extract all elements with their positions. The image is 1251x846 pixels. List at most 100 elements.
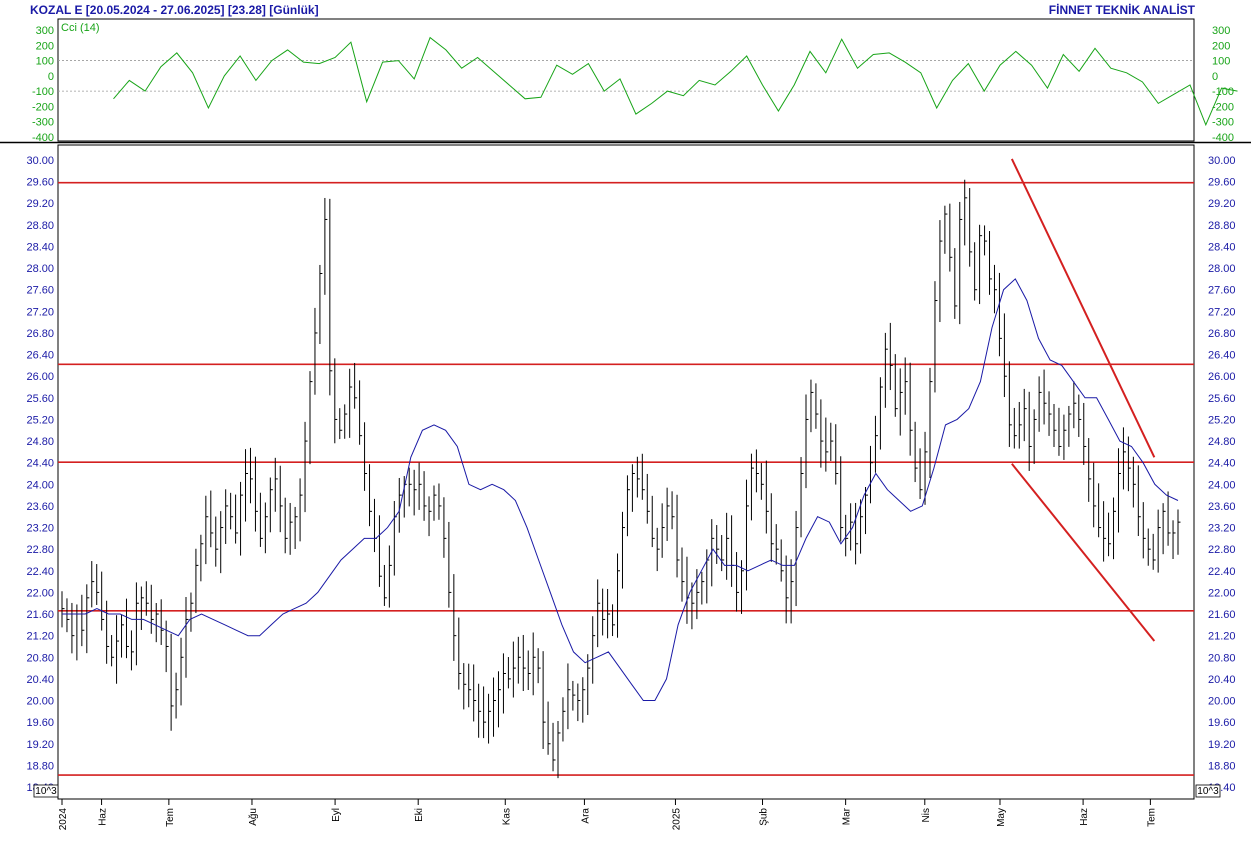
price-bar [1117,448,1121,533]
price-bar [661,503,665,558]
price-bar [66,598,70,633]
price-bar [969,188,973,267]
price-bar [507,657,511,689]
price-bar [483,686,487,739]
price-bar [577,683,581,722]
price-bar [408,467,412,507]
trendline [1010,158,1156,458]
price-bar [959,201,963,325]
x-tick-label: Kas [501,808,512,825]
price-bar [656,527,660,572]
price-bar [259,492,263,547]
price-bar [1177,509,1181,555]
price-bar [929,367,933,478]
price-bar [522,634,526,691]
scale-marker-right-label: 10^3 [1197,786,1219,797]
price-tick-right: 26.80 [1208,328,1236,340]
price-bar [230,492,234,530]
x-tick-label: Eyl [331,808,342,822]
price-bar [71,602,75,654]
price-bar [378,515,382,587]
price-bar [269,477,273,533]
price-bar [393,501,397,576]
price-bar [869,445,873,504]
price-tick-left: 23.20 [26,523,54,535]
price-bar [1098,483,1102,538]
price-bar [939,220,943,323]
price-bar [736,552,740,612]
price-bar [617,553,621,638]
price-bar [527,650,531,690]
price-bar [453,574,457,661]
price-tick-right: 24.40 [1208,458,1236,470]
price-bar [884,332,888,408]
price-bar [155,603,159,643]
price-bar [81,594,85,647]
price-bar [235,494,239,544]
price-bar [1122,427,1126,490]
price-bar [567,663,571,730]
price-bar [1127,436,1131,492]
price-bar [631,464,635,512]
price-bar [493,677,497,737]
price-bar [1053,403,1057,447]
price-tick-right: 20.80 [1208,652,1236,664]
price-bar [845,514,849,557]
price-tick-right: 24.80 [1208,436,1236,448]
price-bar [810,379,814,433]
price-bar [165,620,169,673]
price-bar [998,272,1002,357]
price-bar [497,671,501,728]
price-bar [750,453,754,521]
price-bar [974,242,978,301]
price-tick-left: 22.40 [26,566,54,578]
cci-series-label: Cci (14) [61,22,100,34]
price-tick-right: 18.80 [1208,760,1236,772]
price-tick-left: 26.40 [26,350,54,362]
cci-tick-left: 100 [36,56,54,68]
price-tick-left: 29.20 [26,198,54,210]
price-bar [150,584,154,634]
price-tick-left: 27.60 [26,285,54,297]
price-tick-left: 26.00 [26,371,54,383]
price-bar [1152,533,1156,570]
cci-tick-right: 0 [1212,71,1218,83]
trendline [1011,463,1156,642]
price-bar [1043,369,1047,425]
price-bar [641,453,645,500]
cci-tick-right: 200 [1212,40,1230,52]
price-bar [1137,465,1141,537]
price-tick-left: 22.80 [26,544,54,556]
cci-tick-right: -300 [1212,117,1234,129]
price-bar [874,415,878,473]
price-bar [1088,438,1092,502]
price-bar [418,462,422,510]
price-bar [745,479,749,591]
price-tick-right: 19.60 [1208,717,1236,729]
price-bar [696,569,700,620]
price-bar [373,498,377,553]
price-bar [701,571,705,605]
price-tick-right: 28.00 [1208,263,1236,275]
price-bar [121,614,125,658]
price-bar [850,503,854,551]
price-bar [993,264,997,314]
x-tick-label: Tem [165,808,176,827]
cci-tick-left: 0 [48,71,54,83]
price-bar [621,511,625,589]
price-tick-left: 22.00 [26,587,54,599]
price-bar [383,564,387,606]
price-bar [517,636,521,684]
price-bar [1058,407,1062,456]
price-tick-right: 23.60 [1208,501,1236,513]
price-bar [1003,313,1007,398]
cci-tick-right: -100 [1212,86,1234,98]
chart-title: KOZAL E [20.05.2024 - 27.06.2025] [23.28… [30,3,319,17]
price-bar [919,448,923,500]
price-bar [815,383,819,429]
price-bar [889,322,893,391]
cci-panel-frame [57,18,1195,142]
cci-tick-right: 100 [1212,56,1230,68]
price-bar [61,591,65,628]
cci-tick-right: 300 [1212,25,1230,37]
